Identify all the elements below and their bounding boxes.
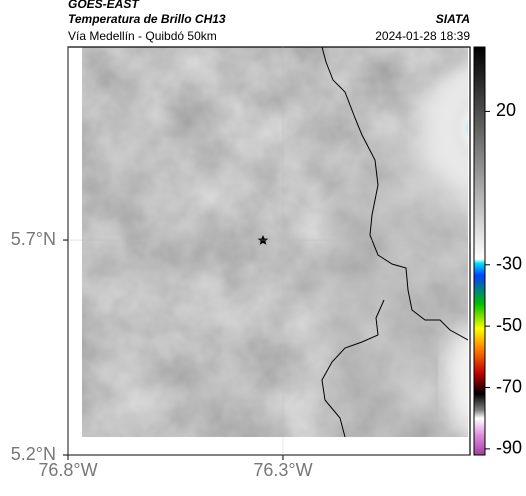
x-tick-label: 76.8°W [38,460,97,480]
colorbar-tick-label: -30 [496,254,522,274]
borders [321,47,468,437]
x-tick-label: 76.3°W [253,460,312,480]
y-tick-label: 5.7°N [11,229,56,249]
colorbar-tick-label: -70 [496,376,522,396]
org: SIATA [436,12,470,26]
y-tick-label: 5.2°N [11,444,56,464]
colorbar [473,46,486,456]
source: GOES-EAST [68,0,140,11]
colorbar-tick-label: 20 [496,100,516,120]
colorbar-tick-label: -90 [496,438,522,458]
satellite-image [82,47,468,437]
date: 2024-01-28 18:39 [375,29,470,43]
colorbar-tick-label: -50 [496,315,522,335]
title: Temperatura de Brillo CH13 [68,12,226,26]
subtitle: Vía Medellín - Quibdó 50km [68,29,217,43]
